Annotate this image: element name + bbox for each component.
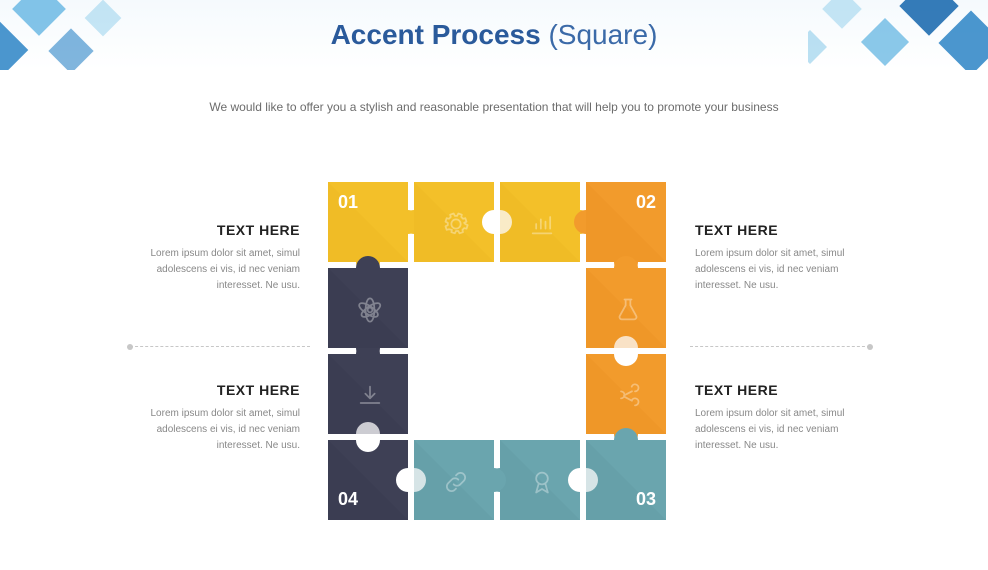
puzzle-piece [328,354,408,434]
subtitle: We would like to offer you a stylish and… [0,100,988,114]
title-light: (Square) [541,19,658,50]
text-body: Lorem ipsum dolor sit amet, simul adoles… [110,246,300,294]
puzzle-corner-03: 03 [586,440,666,520]
text-heading: TEXT HERE [695,382,885,398]
page-title: Accent Process (Square) [331,19,658,51]
text-body: Lorem ipsum dolor sit amet, simul adoles… [110,406,300,454]
corner-number: 04 [338,489,358,510]
text-block-bl: TEXT HERE Lorem ipsum dolor sit amet, si… [110,382,300,454]
header: Accent Process (Square) [0,0,988,70]
title-bold: Accent Process [331,19,541,50]
corner-number: 02 [636,192,656,213]
corner-number: 03 [636,489,656,510]
puzzle-corner-04: 04 [328,440,408,520]
text-body: Lorem ipsum dolor sit amet, simul adoles… [695,246,885,294]
puzzle-piece [500,182,580,262]
header-decor-right [808,0,988,70]
text-heading: TEXT HERE [695,222,885,238]
text-block-tr: TEXT HERE Lorem ipsum dolor sit amet, si… [695,222,885,294]
puzzle-corner-01: 01 [328,182,408,262]
puzzle-piece [586,354,666,434]
puzzle-piece [500,440,580,520]
header-decor-left [0,0,180,70]
content: 01 02 03 04 TEXT HERE Lorem ipsum dolor … [0,114,988,570]
text-heading: TEXT HERE [110,382,300,398]
puzzle-frame: 01 02 03 04 [328,182,668,522]
puzzle-piece [586,268,666,348]
text-block-br: TEXT HERE Lorem ipsum dolor sit amet, si… [695,382,885,454]
text-body: Lorem ipsum dolor sit amet, simul adoles… [695,406,885,454]
puzzle-corner-02: 02 [586,182,666,262]
connector-right [690,346,870,347]
puzzle-piece [328,268,408,348]
text-heading: TEXT HERE [110,222,300,238]
connector-left [130,346,310,347]
corner-number: 01 [338,192,358,213]
puzzle-piece [414,440,494,520]
puzzle-piece [414,182,494,262]
text-block-tl: TEXT HERE Lorem ipsum dolor sit amet, si… [110,222,300,294]
